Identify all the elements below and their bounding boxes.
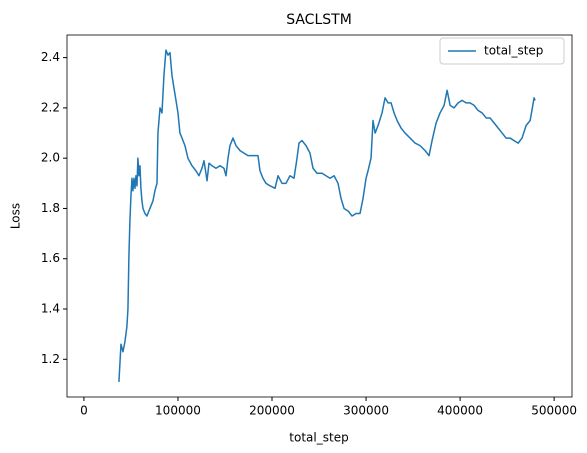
- y-tick-label: 1.2: [41, 352, 60, 366]
- x-tick-label: 200000: [249, 404, 295, 418]
- legend-box: [439, 37, 565, 65]
- legend-label: total_step: [484, 44, 543, 58]
- y-tick-label: 1.4: [41, 302, 60, 316]
- y-axis-label: Loss: [9, 203, 23, 229]
- y-tick-label: 1.6: [41, 251, 60, 265]
- chart-title: SACLSTM: [286, 12, 352, 28]
- y-tick-label: 1.8: [41, 201, 60, 215]
- y-tick-label: 2.4: [41, 50, 60, 64]
- x-tick-label: 0: [80, 404, 88, 418]
- y-tick-label: 2.2: [41, 100, 60, 114]
- x-tick-label: 100000: [155, 404, 201, 418]
- plot-frame: [66, 34, 573, 398]
- x-tick-label: 400000: [437, 404, 483, 418]
- x-tick-label: 500000: [531, 404, 577, 418]
- x-axis-label: total_step: [289, 431, 348, 445]
- data-line: [118, 49, 536, 382]
- x-tick-label: 300000: [343, 404, 389, 418]
- y-tick-label: 2.0: [41, 151, 60, 165]
